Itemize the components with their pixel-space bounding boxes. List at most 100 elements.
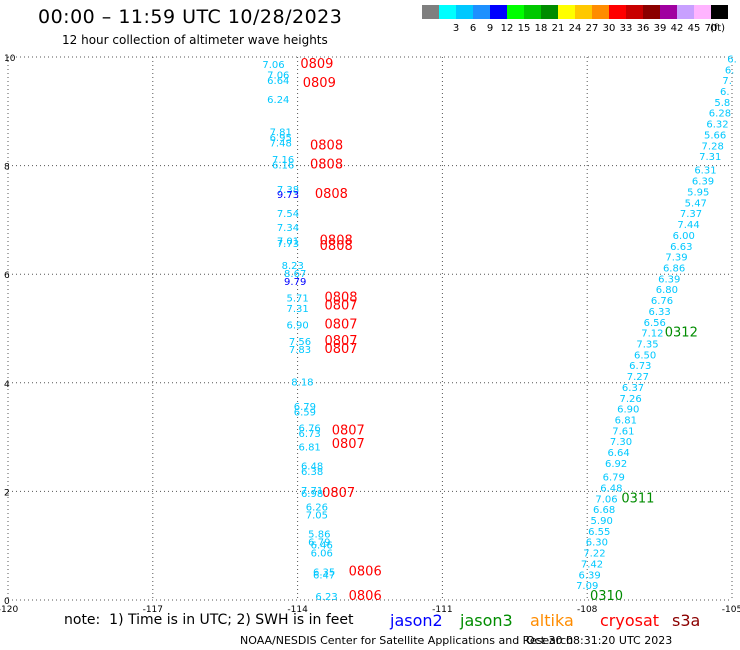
wave-height-point: 6.73 — [629, 361, 651, 372]
wave-height-point: 8.67 — [284, 269, 306, 280]
wave-height-point: 7.31 — [286, 304, 308, 315]
wave-height-point: 7.31 — [699, 152, 721, 163]
scale-swatch — [422, 5, 439, 19]
pass-time-label: 0311 — [621, 491, 654, 506]
footer-note: note: 1) Time is in UTC; 2) SWH is in fe… — [64, 612, 354, 628]
wave-height-point: 7.34 — [277, 223, 299, 234]
wave-height-point: 6.00 — [673, 231, 695, 242]
wave-height-point: 5.95 — [687, 187, 709, 198]
wave-height-point: 6.39 — [692, 177, 714, 188]
wave-height-point: 6.50 — [634, 350, 656, 361]
wave-height-point: 6.06 — [311, 549, 333, 560]
wave-height-point: 8.23 — [282, 261, 304, 272]
wave-height-point: 7.39 — [665, 253, 687, 264]
wave-height-point: 6.79 — [308, 538, 330, 549]
wave-height-point: 5.86 — [308, 530, 330, 541]
wave-height-point: 7.56 — [289, 337, 311, 348]
scale-swatch — [626, 5, 643, 19]
scale-swatch — [524, 5, 541, 19]
y-tick-label: 10 — [4, 54, 16, 64]
y-tick-label: 8 — [4, 163, 10, 173]
x-tick-label: -111 — [432, 605, 452, 612]
pass-time-label: 0807 — [322, 486, 355, 501]
scale-swatch — [507, 5, 524, 19]
wave-height-point: 9.73 — [277, 190, 299, 201]
x-tick-label: -108 — [577, 605, 598, 612]
scale-label: 24 — [569, 23, 582, 34]
wave-height-point: 7.22 — [583, 549, 605, 560]
wave-height-point: 6.48 — [600, 483, 622, 494]
pass-time-label: 0807 — [324, 342, 357, 357]
wave-height-point: 6. — [725, 65, 735, 76]
wave-height-point: 5.90 — [591, 516, 613, 527]
x-tick-label: -114 — [287, 605, 308, 612]
wave-height-point: 7.16 — [272, 155, 294, 166]
scale-swatch — [456, 5, 473, 19]
wave-height-point: 7.48 — [270, 139, 292, 150]
pass-time-label: 0807 — [332, 437, 365, 452]
wave-height-point: 6.80 — [656, 285, 678, 296]
satellite-legend-s3a: s3a — [672, 611, 700, 630]
pass-time-label: 0807 — [324, 334, 357, 349]
scale-swatch — [677, 5, 694, 19]
pass-time-label: 0808 — [310, 157, 343, 172]
scale-swatch — [439, 5, 456, 19]
wave-height-point: 6.73 — [299, 429, 321, 440]
wave-height-point: 6.95 — [270, 133, 292, 144]
scale-swatch — [660, 5, 677, 19]
pass-time-label: 0807 — [332, 423, 365, 438]
wave-height-point: 6.37 — [622, 383, 644, 394]
scale-swatch — [609, 5, 626, 19]
pass-time-label: 0809 — [303, 76, 336, 91]
wave-height-point: 7.30 — [610, 437, 632, 448]
wave-height-point: 7.38 — [277, 185, 299, 196]
wave-height-point: 9.79 — [284, 277, 306, 288]
satellite-legend: jason2 jason3 altika cryosat s3a — [389, 611, 700, 630]
wave-height-point: 7.09 — [576, 581, 598, 592]
scale-label: 36 — [637, 23, 650, 34]
wave-height-point: 6.79 — [603, 473, 625, 484]
wave-height-point: 7.35 — [636, 340, 658, 351]
pass-time-label: 0808 — [320, 239, 353, 254]
wave-height-point: 6.81 — [615, 416, 637, 427]
scale-label: 27 — [586, 23, 599, 34]
wave-height-point: 6.81 — [299, 443, 321, 454]
wave-height-point: 6.32 — [706, 120, 728, 131]
footer-credit: NOAA/NESDIS Center for Satellite Applica… — [240, 634, 574, 647]
scale-swatch — [541, 5, 558, 19]
wave-height-point: 6.92 — [605, 459, 627, 470]
wave-height-point: 7.73 — [277, 239, 299, 250]
wave-height-point: 7.71 — [301, 486, 323, 497]
wave-height-point: 7.44 — [677, 220, 699, 231]
wave-height-point: 6.64 — [267, 76, 289, 87]
scale-swatch — [694, 5, 711, 19]
wave-height-point: 6.59 — [294, 407, 316, 418]
x-tick-label: -105 — [722, 605, 740, 612]
pass-time-label: 0806 — [349, 589, 382, 604]
wave-height-point: 7.54 — [277, 209, 299, 220]
pass-time-label: 0806 — [349, 565, 382, 580]
pass-time-label: 0312 — [665, 326, 698, 341]
chart-subtitle: 12 hour collection of altimeter wave hei… — [62, 33, 328, 47]
scale-label: 33 — [620, 23, 633, 34]
wave-height-point: 6. — [720, 87, 730, 98]
scale-label: 45 — [688, 23, 701, 34]
wave-height-point: 6.26 — [306, 502, 328, 513]
wave-height-point: 7.01 — [277, 236, 299, 247]
scale-label: 30 — [603, 23, 616, 34]
scale-label: 12 — [501, 23, 514, 34]
scale-label: 9 — [487, 23, 493, 34]
wave-height-point: 7.26 — [620, 394, 642, 405]
wave-height-point: 5.47 — [685, 198, 707, 209]
wave-height-point: 6.98 — [301, 489, 323, 500]
scale-label: 18 — [535, 23, 548, 34]
wave-height-point: 7.28 — [702, 141, 724, 152]
wave-height-point: 8.18 — [291, 378, 313, 389]
wave-height-point: 7.06 — [262, 60, 284, 71]
y-tick-label: 6 — [4, 271, 10, 281]
wave-height-point: 7.83 — [289, 345, 311, 356]
wave-height-point: 6. — [727, 54, 737, 65]
scale-swatch — [558, 5, 575, 19]
wave-height-point: 6.63 — [670, 242, 692, 253]
